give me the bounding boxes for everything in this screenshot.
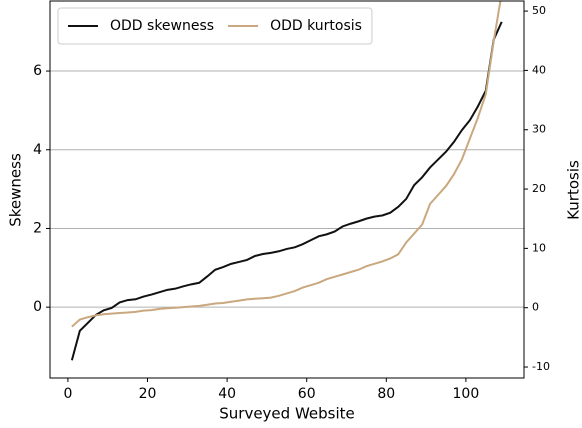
y-tick-label: 4 (33, 142, 42, 158)
x-tick-label: 0 (63, 386, 72, 402)
y-tick-label: 2 (33, 220, 42, 236)
legend-label: ODD skewness (110, 18, 214, 34)
x-tick-label: 100 (453, 386, 480, 402)
x-axis-label: Surveyed Website (219, 405, 355, 423)
y2-tick-label: 50 (532, 4, 546, 17)
series-line (70, 21, 503, 361)
y2-axis-label: Kurtosis (565, 160, 582, 220)
x-tick-label: 60 (298, 386, 316, 402)
legend-label: ODD kurtosis (270, 18, 362, 34)
y-axis-label: Skewness (7, 153, 25, 227)
y2-tick-label: 0 (532, 301, 539, 314)
plot-frame (49, 0, 525, 379)
legend-box (57, 7, 373, 45)
x-tick-label: 40 (218, 386, 236, 402)
y2-tick-label: 40 (532, 63, 546, 76)
y2-tick-label: 30 (532, 123, 546, 136)
y-tick-label: 6 (33, 63, 42, 79)
series-line (71, 1, 502, 328)
x-tick-label: 80 (377, 386, 395, 402)
y2-tick-label: 10 (532, 241, 546, 254)
x-tick-label: 20 (139, 386, 157, 402)
y2-tick-label: 20 (532, 182, 546, 195)
y-tick-label: 0 (33, 299, 42, 315)
y2-tick-label: -10 (532, 360, 550, 373)
